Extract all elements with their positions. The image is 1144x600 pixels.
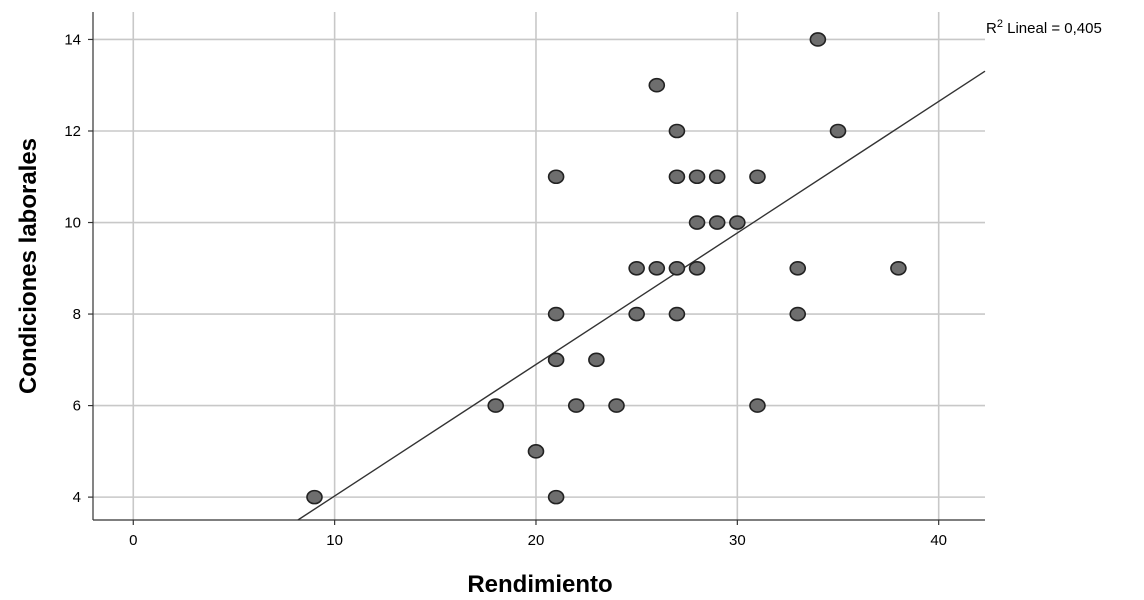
scatter-point (547, 169, 565, 185)
x-tick-label: 10 (326, 532, 343, 549)
scatter-point (789, 260, 807, 276)
scatter-point (608, 398, 625, 413)
scatter-point (688, 260, 706, 276)
scatter-point (729, 215, 746, 230)
scatter-point (668, 260, 686, 276)
y-tick-label: 12 (64, 123, 81, 140)
y-tick-label: 4 (73, 489, 81, 506)
regression-line (297, 70, 986, 521)
scatter-point (708, 169, 726, 185)
scatter-point (527, 444, 545, 459)
scatter-point (628, 260, 645, 276)
scatter-point (588, 352, 605, 368)
scatter-point (668, 169, 686, 185)
data-points (306, 32, 907, 505)
x-tick-label: 30 (729, 532, 746, 549)
x-tick-label: 0 (129, 532, 137, 549)
scatter-point (668, 123, 686, 139)
scatter-point (688, 169, 706, 185)
x-tick-label: 40 (930, 532, 947, 549)
scatter-point (668, 306, 686, 322)
scatter-point (487, 398, 505, 413)
y-tick-label: 10 (64, 215, 81, 232)
scatter-point (809, 32, 827, 47)
scatter-point (547, 352, 565, 368)
scatter-point (648, 77, 666, 93)
tick-labels: 0 10 20 30 40 4 6 8 10 12 14 (64, 31, 947, 549)
scatter-point (749, 398, 766, 413)
grid-lines (93, 12, 985, 520)
scatter-point (688, 215, 706, 230)
y-axis-title: Condiciones laborales (15, 138, 42, 394)
scatter-point (708, 215, 726, 230)
scatter-point (648, 260, 666, 276)
scatter-point (547, 489, 565, 505)
x-axis-title: Rendimiento (467, 571, 612, 598)
scatter-point (829, 123, 847, 139)
fit-line-group (297, 70, 986, 521)
r2-annotation: R2 Lineal = 0,405 (986, 18, 1102, 37)
scatter-point (890, 260, 907, 276)
y-tick-label: 8 (73, 306, 81, 323)
scatter-point (628, 306, 645, 322)
y-tick-label: 14 (64, 31, 81, 48)
scatter-point (306, 489, 323, 505)
axes (88, 12, 985, 525)
scatter-point (547, 306, 565, 322)
y-tick-label: 6 (73, 398, 81, 415)
x-tick-label: 20 (528, 532, 545, 549)
scatter-point (789, 306, 807, 322)
scatter-point (749, 169, 766, 185)
scatter-point (567, 398, 585, 413)
